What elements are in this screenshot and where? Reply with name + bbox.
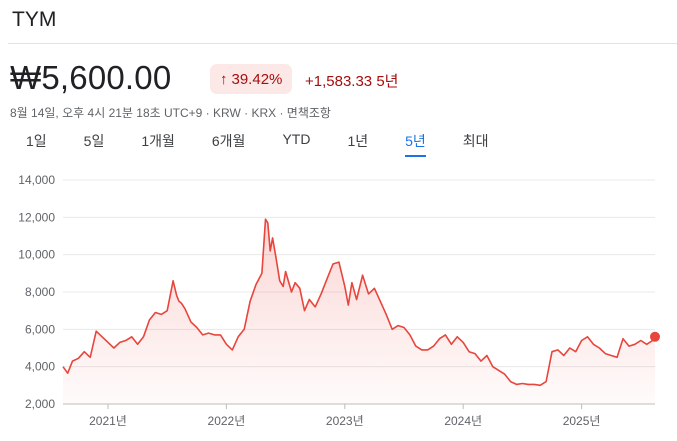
y-tick-label: 2,000 (25, 397, 55, 411)
x-tick-label: 2024년 (444, 414, 482, 428)
tab-5y[interactable]: 5년 (405, 131, 426, 157)
range-tabs: 1일 5일 1개월 6개월 YTD 1년 5년 최대 (26, 131, 489, 157)
percent-change-badge: ↑ 39.42% (210, 64, 293, 94)
y-tick-label: 8,000 (25, 285, 55, 299)
header-divider (8, 43, 677, 44)
quote-meta: 8월 14일, 오후 4시 21분 18초 UTC+9 · KRW · KRX … (10, 106, 331, 120)
price-area-fill (63, 219, 655, 404)
x-tick-label: 2023년 (326, 414, 364, 428)
current-price: ₩5,600.00 (10, 59, 172, 96)
tab-1d[interactable]: 1일 (26, 133, 47, 149)
x-tick-label: 2022년 (208, 414, 246, 428)
price-line (62, 218, 656, 387)
arrow-up-icon: ↑ (220, 70, 228, 88)
tab-1y[interactable]: 1년 (347, 133, 369, 149)
tab-max[interactable]: 최대 (462, 133, 489, 149)
y-tick-label: 6,000 (25, 322, 55, 336)
price-chart[interactable]: 2,000 4,000 6,000 8,000 10,000 12,000 14,000 20… (0, 168, 677, 441)
x-tick-label: 2025년 (563, 414, 601, 428)
y-tick-label: 12,000 (18, 210, 55, 224)
chart-axes: 2,000 4,000 6,000 8,000 10,000 12,000 14,000 20… (18, 173, 600, 428)
absolute-change: +1,583.33 5년 (305, 73, 399, 90)
y-tick-label: 14,000 (18, 173, 55, 187)
tab-5d[interactable]: 5일 (83, 133, 105, 149)
y-tick-label: 4,000 (25, 360, 55, 374)
latest-price-point (650, 331, 660, 342)
percent-change-value: 39.42% (231, 70, 283, 88)
stock-title: TYM (12, 8, 57, 31)
tab-6m[interactable]: 6개월 (211, 133, 246, 149)
tab-1m[interactable]: 1개월 (141, 133, 175, 149)
tab-ytd[interactable]: YTD (282, 131, 311, 147)
x-tick-label: 2021년 (89, 414, 127, 428)
y-tick-label: 10,000 (18, 248, 55, 262)
